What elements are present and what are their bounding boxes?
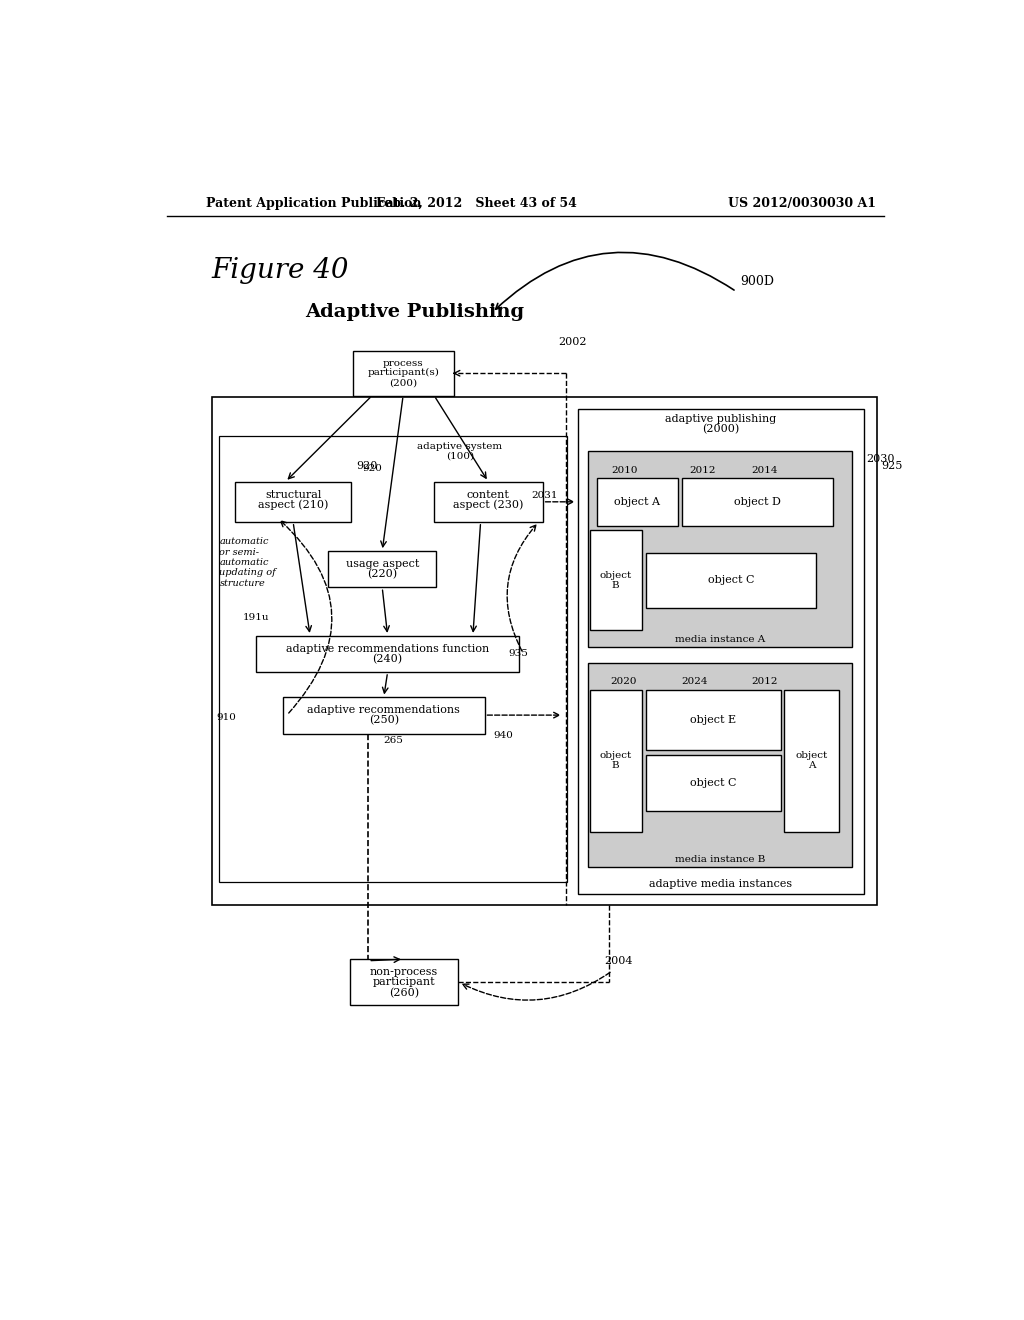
Text: 2031: 2031 <box>531 491 557 500</box>
Text: Figure 40: Figure 40 <box>212 256 349 284</box>
Text: (240): (240) <box>373 653 402 664</box>
Text: adaptive recommendations: adaptive recommendations <box>307 705 460 715</box>
Text: automatic
or semi-
automatic
updating of
structure: automatic or semi- automatic updating of… <box>219 537 276 587</box>
Text: B: B <box>611 762 620 771</box>
Text: 2024: 2024 <box>681 677 708 685</box>
Text: 191u: 191u <box>243 612 269 622</box>
Text: content: content <box>467 490 510 500</box>
Text: object A: object A <box>614 496 660 507</box>
Text: adaptive system: adaptive system <box>417 442 502 451</box>
Text: object C: object C <box>708 576 755 585</box>
Bar <box>212 397 877 906</box>
Text: aspect (210): aspect (210) <box>258 499 329 511</box>
Text: object: object <box>796 751 827 760</box>
Bar <box>349 960 458 1006</box>
Text: process: process <box>383 359 424 368</box>
Bar <box>283 697 484 734</box>
Text: 2012: 2012 <box>751 677 777 685</box>
Bar <box>234 482 351 521</box>
Text: structural: structural <box>265 490 322 500</box>
Bar <box>646 553 816 609</box>
Text: 2002: 2002 <box>558 337 587 347</box>
Bar <box>589 663 852 867</box>
Text: object E: object E <box>690 714 736 725</box>
Text: participant(s): participant(s) <box>368 368 439 378</box>
Text: Feb. 2, 2012   Sheet 43 of 54: Feb. 2, 2012 Sheet 43 of 54 <box>376 197 578 210</box>
Bar <box>219 436 566 882</box>
Bar <box>646 755 781 810</box>
Text: object: object <box>599 751 632 760</box>
Text: 920: 920 <box>356 462 378 471</box>
Text: object D: object D <box>734 496 780 507</box>
Text: adaptive recommendations function: adaptive recommendations function <box>286 644 489 653</box>
Text: (200): (200) <box>389 379 417 388</box>
Text: Patent Application Publication: Patent Application Publication <box>206 197 421 210</box>
Text: adaptive media instances: adaptive media instances <box>649 879 793 888</box>
Bar <box>589 451 852 647</box>
Text: aspect (230): aspect (230) <box>454 499 523 511</box>
Text: 900D: 900D <box>740 275 774 288</box>
Text: (250): (250) <box>369 715 398 726</box>
Bar <box>434 482 543 521</box>
Bar <box>352 351 454 396</box>
Bar <box>578 409 864 894</box>
Bar <box>590 689 642 832</box>
Text: 935: 935 <box>509 649 528 657</box>
Text: 2012: 2012 <box>689 466 716 475</box>
Bar <box>328 552 436 587</box>
Text: (2000): (2000) <box>702 424 739 434</box>
Bar <box>590 531 642 631</box>
Text: Adaptive Publishing: Adaptive Publishing <box>305 304 524 321</box>
Text: 925: 925 <box>882 462 903 471</box>
Text: B: B <box>611 581 620 590</box>
Text: participant: participant <box>373 977 435 987</box>
Text: A: A <box>808 762 815 771</box>
Text: adaptive publishing: adaptive publishing <box>666 414 776 425</box>
Text: media instance B: media instance B <box>675 854 765 863</box>
Text: 940: 940 <box>494 731 514 741</box>
Text: usage aspect: usage aspect <box>345 560 419 569</box>
Text: (100): (100) <box>445 451 474 461</box>
Text: 2004: 2004 <box>604 956 633 966</box>
Text: 2020: 2020 <box>610 677 637 685</box>
Text: non-process: non-process <box>370 968 438 977</box>
Text: 920: 920 <box>362 465 382 473</box>
Bar <box>783 689 840 832</box>
Text: 265: 265 <box>384 737 403 744</box>
Bar <box>256 636 519 672</box>
Bar <box>646 689 781 750</box>
Text: (260): (260) <box>389 987 419 998</box>
Text: object: object <box>599 572 632 581</box>
Text: 2014: 2014 <box>751 466 777 475</box>
Text: object C: object C <box>690 777 736 788</box>
Text: 910: 910 <box>216 713 237 722</box>
Bar <box>597 478 678 525</box>
Text: 2010: 2010 <box>611 466 638 475</box>
Text: 2030: 2030 <box>866 454 894 463</box>
Text: media instance A: media instance A <box>675 635 765 644</box>
Text: (220): (220) <box>368 569 397 579</box>
Text: US 2012/0030030 A1: US 2012/0030030 A1 <box>728 197 877 210</box>
Bar <box>682 478 834 525</box>
